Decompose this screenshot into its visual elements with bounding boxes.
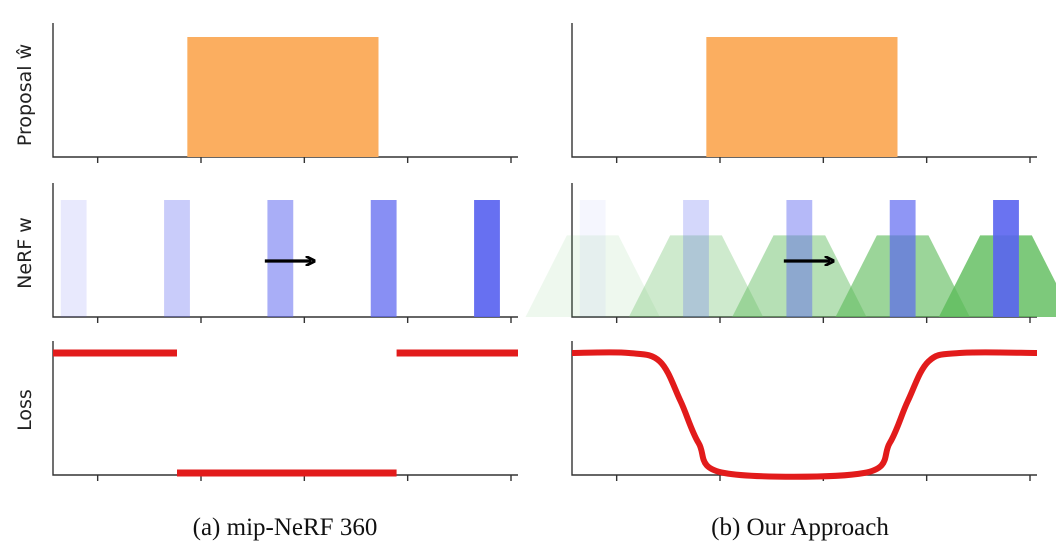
blurred-nerf-trapezoid	[525, 235, 660, 317]
panel-b-nerf	[525, 183, 1056, 323]
axis	[52, 341, 518, 476]
nerf-bar	[889, 200, 916, 317]
axis	[52, 183, 518, 318]
nerf-bar	[474, 200, 500, 317]
blurred-nerf-trapezoid	[628, 235, 764, 317]
row-label-loss: Loss	[14, 389, 36, 431]
panel-b-proposal	[571, 23, 1037, 163]
nerf-bar	[786, 200, 813, 317]
caption-left: (a) mip-NeRF 360	[193, 514, 378, 541]
caption-right: (b) Our Approach	[711, 514, 889, 541]
proposal-bar	[706, 37, 898, 157]
nerf-bar	[370, 200, 397, 317]
nerf-bar	[683, 200, 709, 317]
panel-a-nerf	[52, 183, 518, 323]
panel-a-proposal	[52, 23, 518, 163]
panel-b-loss	[571, 341, 1038, 481]
nerf-bar	[164, 200, 190, 317]
nerf-bar	[993, 200, 1019, 317]
axis	[571, 341, 1037, 476]
loss-curve	[571, 349, 1038, 480]
row-label-proposal: Proposal ŵ	[14, 44, 36, 146]
blurred-nerf-trapezoid	[732, 235, 867, 317]
row-label-nerf: NeRF w	[14, 217, 36, 289]
proposal-bar	[187, 37, 379, 157]
nerf-bar	[60, 200, 87, 317]
panel-a-loss	[52, 341, 518, 481]
nerf-bar	[267, 200, 294, 317]
nerf-bar	[579, 200, 606, 317]
